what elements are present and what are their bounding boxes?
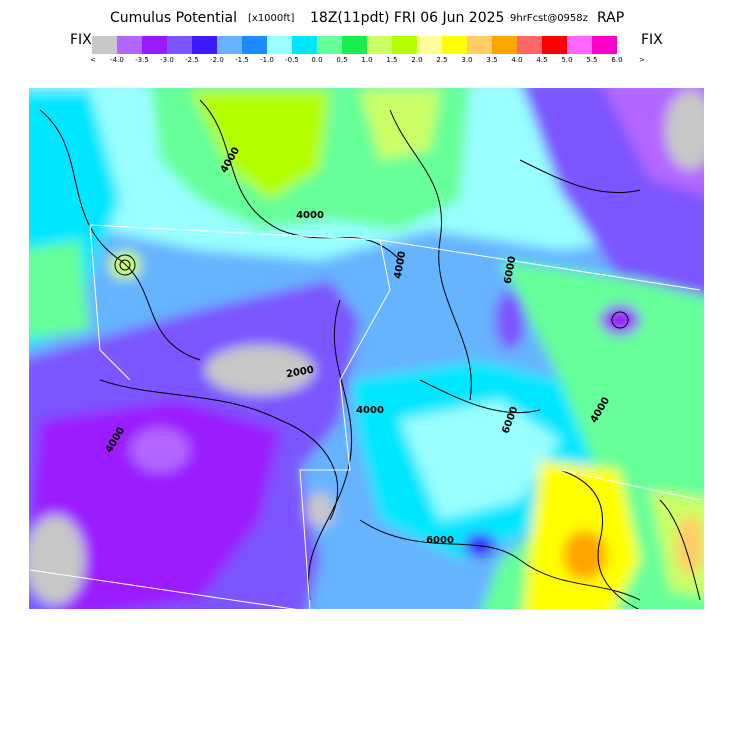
- color-swatch: [342, 36, 367, 54]
- contour-label: 6000: [426, 535, 454, 546]
- color-swatch: [542, 36, 567, 54]
- valid-time: 18Z(11pdt) FRI 06 Jun 2025: [310, 10, 504, 26]
- colorbar-label: 2.5: [436, 56, 447, 64]
- contour-label: 4000: [296, 210, 324, 221]
- colorbar-label: 5.0: [561, 56, 572, 64]
- arrow-right: >: [639, 56, 645, 64]
- colorbar-label: -2.5: [185, 56, 199, 64]
- color-swatch: [192, 36, 217, 54]
- units: [x1000ft]: [248, 13, 295, 24]
- color-swatch: [492, 36, 517, 54]
- fix-label-left: FIX: [70, 32, 92, 48]
- colorbar-label: -3.5: [135, 56, 149, 64]
- color-swatch: [267, 36, 292, 54]
- field: [29, 88, 704, 609]
- color-swatch: [317, 36, 342, 54]
- colorbar-label: 2.0: [411, 56, 422, 64]
- colorbar-label: -3.0: [160, 56, 174, 64]
- forecast-info: 9hrFcst@0958z: [510, 13, 588, 24]
- colorbar-label: 0.5: [336, 56, 347, 64]
- colorbar-label: -1.5: [235, 56, 249, 64]
- colorbar-label: 1.5: [386, 56, 397, 64]
- color-swatch: [592, 36, 617, 54]
- colorbar-label: 0.0: [311, 56, 322, 64]
- contour-label: 2000: [285, 365, 314, 381]
- colorbar: -4.0 -3.5 -3.0 -2.5 -2.0 -1.5 -1.0 -0.5 0.0 0.5 1.…: [92, 36, 623, 64]
- contour-label: 6000: [503, 255, 519, 284]
- colorbar-label: 3.0: [461, 56, 472, 64]
- fix-label-right: FIX: [641, 32, 663, 48]
- colorbar-label: -0.5: [285, 56, 299, 64]
- colorbar-label: -4.0: [110, 56, 124, 64]
- color-swatch: [117, 36, 142, 54]
- color-swatch: [367, 36, 392, 54]
- colorbar-label: -1.0: [260, 56, 274, 64]
- color-swatch: [517, 36, 542, 54]
- colorbar-label: 5.5: [586, 56, 597, 64]
- color-swatch: [92, 36, 117, 54]
- colorbar-label: -2.0: [210, 56, 224, 64]
- color-swatch: [167, 36, 192, 54]
- title: Cumulus Potential: [110, 10, 237, 26]
- arrow-left: <: [90, 56, 96, 64]
- colorbar-label: 3.5: [486, 56, 497, 64]
- colorbar-label: 6.0: [611, 56, 622, 64]
- color-swatch: [392, 36, 417, 54]
- contour-label: 4000: [393, 250, 409, 279]
- color-swatch: [417, 36, 442, 54]
- model-name: RAP: [597, 10, 624, 26]
- color-swatch: [217, 36, 242, 54]
- contours: [39, 99, 701, 609]
- color-swatch: [442, 36, 467, 54]
- colorbar-label: 4.0: [511, 56, 522, 64]
- color-swatch: [292, 36, 317, 54]
- color-swatch: [467, 36, 492, 54]
- color-swatch: [242, 36, 267, 54]
- contour-label: 4000: [356, 405, 384, 416]
- color-swatch: [567, 36, 592, 54]
- colorbar-label: 1.0: [361, 56, 372, 64]
- color-swatch: [142, 36, 167, 54]
- colorbar-label: 4.5: [536, 56, 547, 64]
- boundaries: [29, 224, 701, 609]
